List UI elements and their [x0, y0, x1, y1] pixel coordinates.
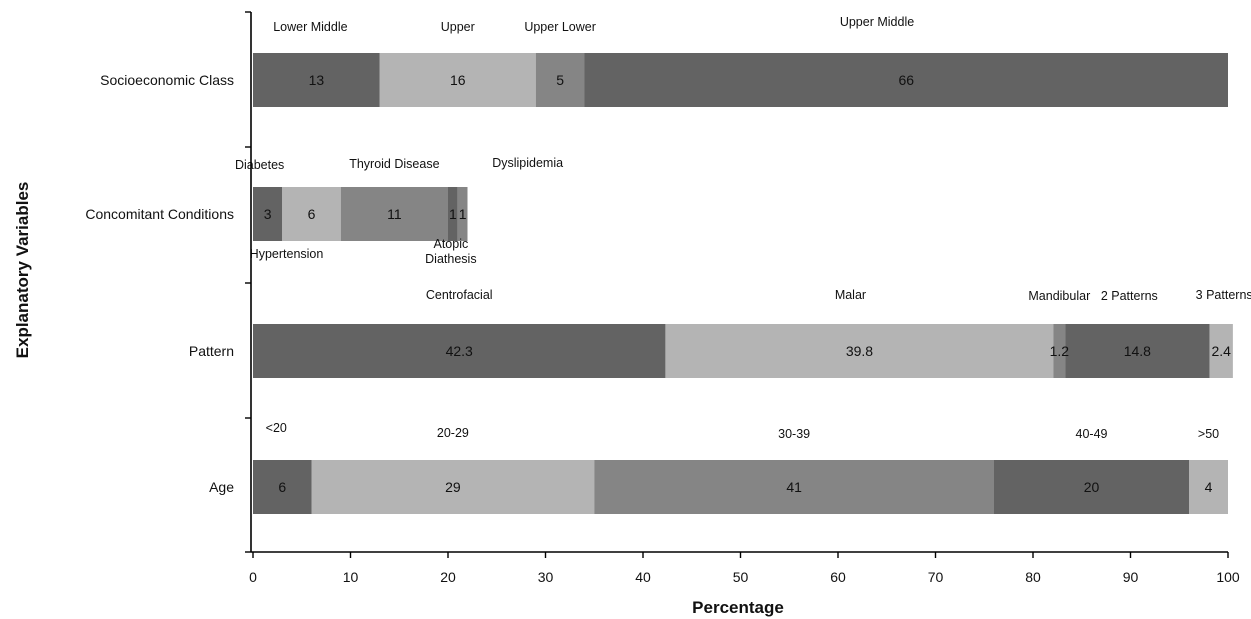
segment-label: <20: [266, 421, 287, 435]
x-tick-label: 100: [1216, 569, 1240, 585]
segment-label: 2 Patterns: [1101, 289, 1158, 303]
x-tick-label: 10: [343, 569, 359, 585]
segment-label: Dyslipidemia: [492, 156, 563, 170]
bar-concomitant-conditions-1: [282, 187, 341, 241]
segment-label: Atopic Diathesis: [425, 237, 476, 266]
bar-age-0: [253, 460, 312, 514]
value-label: 66: [898, 72, 914, 88]
bar-age-3: [994, 460, 1189, 514]
bar-pattern-4: [1209, 324, 1233, 378]
x-tick-labels: 0 10 20 30 40 50 60 70 80 90 100: [249, 569, 1240, 585]
segment-label: Centrofacial: [426, 288, 493, 302]
bar-age-4: [1189, 460, 1228, 514]
bar-socioeconomic-class-0: [253, 53, 380, 107]
value-label: 1: [459, 206, 467, 222]
segment-label: >50: [1198, 427, 1219, 441]
axes: [245, 11, 1229, 558]
bar-concomitant-conditions-2: [340, 187, 448, 241]
value-label: 6: [278, 479, 286, 495]
value-labels: 13 16 5 663 6 11 1 142.3 39.8 1.2 14.8 2.46 29 41 20 4: [264, 72, 1231, 495]
segment-label: Diabetes: [235, 158, 284, 172]
bar-socioeconomic-class-1: [379, 53, 536, 107]
segment-label: 3 Patterns: [1196, 288, 1251, 302]
value-label: 13: [309, 72, 325, 88]
segment-label: Upper Middle: [840, 15, 914, 29]
category-label: Pattern: [189, 343, 234, 359]
bar-age-1: [311, 460, 595, 514]
bar-pattern-3: [1065, 324, 1210, 378]
bar-segments: [253, 53, 1233, 514]
bar-pattern-0: [253, 324, 666, 378]
segment-label: Mandibular: [1028, 289, 1090, 303]
segment-label: Lower Middle: [273, 20, 347, 34]
value-label: 42.3: [446, 343, 473, 359]
value-label: 2.4: [1211, 343, 1231, 359]
x-tick-label: 80: [1025, 569, 1041, 585]
value-label: 20: [1084, 479, 1100, 495]
value-label: 29: [445, 479, 461, 495]
bar-age-2: [594, 460, 994, 514]
segment-label: Upper Lower: [524, 20, 596, 34]
bar-concomitant-conditions-0: [253, 187, 283, 241]
value-label: 1: [449, 206, 457, 222]
x-tick-label: 90: [1123, 569, 1139, 585]
category-labels: Socioeconomic Class Concomitant Condition…: [85, 72, 234, 495]
segment-label: Thyroid Disease: [349, 157, 439, 171]
x-tick-label: 60: [830, 569, 846, 585]
bar-concomitant-conditions-3: [448, 187, 458, 241]
segment-label: 30-39: [778, 427, 810, 441]
bar-concomitant-conditions-4: [457, 187, 468, 241]
segment-labels: Lower Middle Upper Upper Lower Upper Middle…: [235, 15, 1251, 441]
bar-socioeconomic-class-3: [584, 53, 1228, 107]
value-label: 16: [450, 72, 466, 88]
value-label: 4: [1205, 479, 1213, 495]
x-tick-label: 50: [733, 569, 749, 585]
category-label: Socioeconomic Class: [100, 72, 234, 88]
x-tick-label: 20: [440, 569, 456, 585]
y-axis-title: Explanatory Variables: [13, 182, 32, 359]
value-label: 14.8: [1124, 343, 1151, 359]
segment-label: Upper: [441, 20, 475, 34]
value-label: 6: [308, 206, 316, 222]
bar-pattern-1: [665, 324, 1054, 378]
segment-label: 20-29: [437, 426, 469, 440]
x-axis-title: Percentage: [692, 598, 784, 617]
value-label: 11: [387, 206, 402, 222]
segment-label: Hypertension: [250, 247, 324, 261]
segment-label: Malar: [835, 288, 866, 302]
x-tick-label: 0: [249, 569, 257, 585]
segment-label: 40-49: [1076, 427, 1108, 441]
bar-socioeconomic-class-2: [535, 53, 585, 107]
x-tick-label: 30: [538, 569, 554, 585]
x-tick-label: 70: [928, 569, 944, 585]
value-label: 3: [264, 206, 272, 222]
x-tick-label: 40: [635, 569, 651, 585]
value-label: 1.2: [1050, 343, 1070, 359]
value-label: 39.8: [846, 343, 873, 359]
category-label: Age: [209, 479, 234, 495]
category-label: Concomitant Conditions: [85, 206, 234, 222]
value-label: 5: [556, 72, 564, 88]
bar-pattern-2: [1053, 324, 1066, 378]
value-label: 41: [786, 479, 802, 495]
